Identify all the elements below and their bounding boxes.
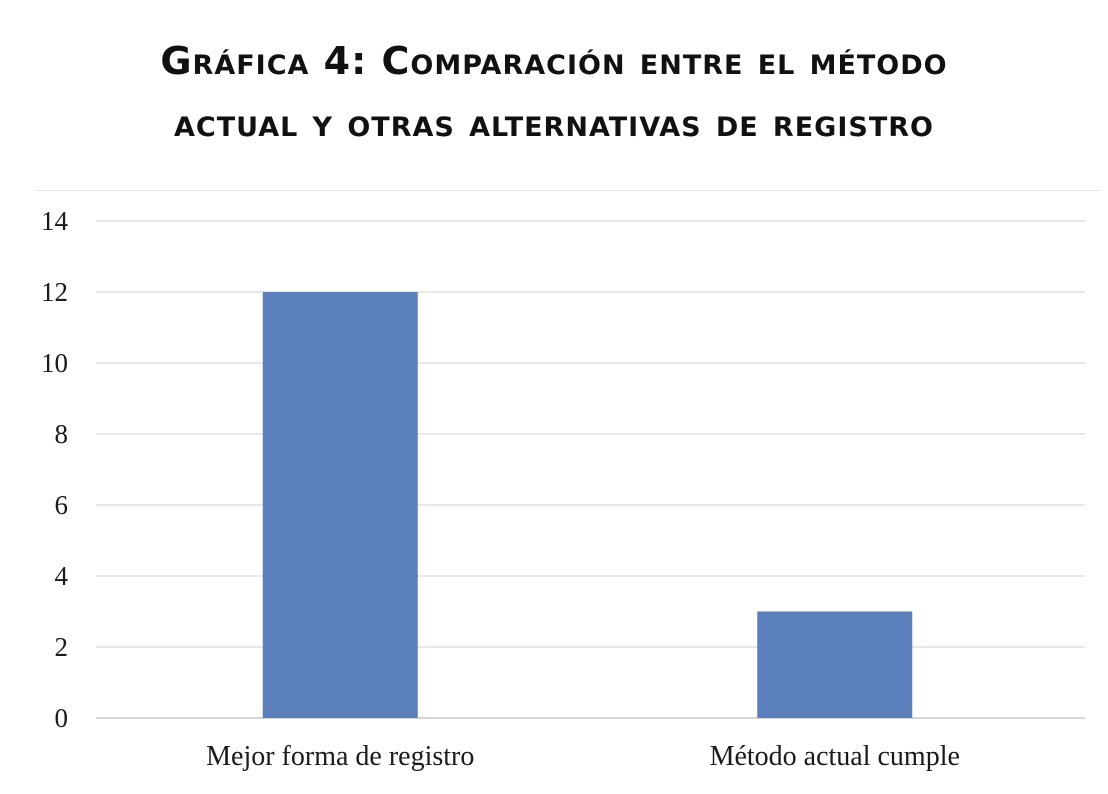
bar — [757, 611, 913, 718]
y-tick-label: 2 — [55, 632, 69, 662]
x-tick-labels: Mejor forma de registro Método actual cum… — [206, 741, 960, 772]
y-tick-label: 10 — [41, 348, 68, 378]
x-tick-label: Mejor forma de registro — [206, 741, 474, 772]
y-tick-label: 14 — [41, 206, 69, 236]
x-tick-label: Método actual cumple — [710, 741, 960, 772]
bars — [262, 292, 913, 718]
y-tick-label: 0 — [55, 703, 69, 733]
chart-title: Gráfica 4: Comparación entre el método a… — [0, 30, 1108, 154]
chart-frame — [36, 190, 1100, 791]
y-tick-label: 4 — [55, 561, 69, 591]
y-tick-label: 12 — [41, 277, 68, 307]
chart-title-line-1: Gráfica 4: Comparación entre el método — [160, 39, 948, 83]
bar — [262, 292, 418, 718]
y-tick-label: 6 — [55, 490, 69, 520]
chart-title-line-2: actual y otras alternativas de registro — [174, 101, 934, 145]
y-tick-label: 8 — [55, 419, 69, 449]
y-tick-labels: 0 2 4 6 8 10 12 14 — [41, 206, 69, 733]
gridlines — [96, 220, 1085, 719]
